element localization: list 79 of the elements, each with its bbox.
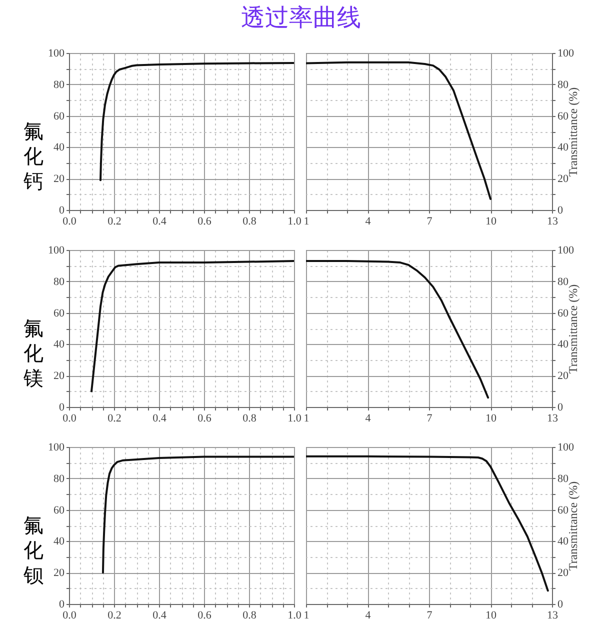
y-tick-label: 100 [48,442,65,454]
x-tick-label: 0.0 [62,412,77,424]
x-tick-label: 1 [304,412,310,424]
x-tick-label: 0.4 [152,610,167,622]
y2-tick-label: 100 [558,244,574,256]
x-tick-label: 13 [547,610,558,622]
x-tick-label: 7 [426,412,433,424]
y2-tick-label: 80 [558,78,569,91]
y-tick-label: 20 [54,173,65,186]
y-tick-label: 80 [54,472,65,485]
y-tick-label: 0 [59,204,65,216]
y-tick-label: 20 [54,567,65,580]
x-tick-label: 10 [486,610,497,622]
x-tick-label: 4 [365,216,372,228]
y2-tick-label: 20 [558,173,569,186]
y2-tick-label: 20 [558,567,569,580]
x-tick-label: 0.8 [242,412,257,424]
x-tick-label: 0.6 [198,216,212,228]
x-tick-label: 10 [486,216,497,228]
y2-tick-label: 40 [558,338,569,351]
x-tick-label: 7 [426,216,433,228]
y-tick-label: 80 [54,78,65,91]
x-tick-label: 1.0 [288,216,302,228]
y-tick-label: 100 [48,48,65,60]
y-tick-label: 40 [54,142,65,154]
y2-tick-label: 60 [558,307,569,320]
y2-tick-label: 80 [558,472,569,485]
x-tick-label: 0.6 [198,412,212,424]
x-tick-label: 0.8 [242,216,257,228]
chart-title: 透过率曲线 [240,4,361,32]
line-series [102,456,294,574]
y-tick-label: 0 [59,402,65,414]
y-tick-label: 100 [48,244,65,256]
y-tick-label: 60 [54,110,65,122]
line-series [306,61,492,200]
x-tick-label: 0.4 [152,216,167,228]
y2-tick-label: 40 [558,142,569,154]
x-tick-label: 0.0 [62,610,77,622]
x-tick-label: 10 [486,412,497,424]
y-axis-title: 氟化镁 [22,316,44,390]
x-tick-label: 0.2 [108,610,122,622]
y-axis-title: 氟化钙 [22,119,44,193]
y2-tick-label: 80 [558,276,569,288]
y-tick-label: 60 [54,307,65,320]
x-tick-label: 1.0 [288,610,302,622]
y2-tick-label: 0 [558,598,564,610]
x-tick-label: 0.4 [152,412,167,424]
y-axis-title: 氟化钡 [22,513,44,587]
y-tick-label: 40 [54,338,65,351]
y-tick-label: 60 [54,504,65,516]
x-tick-label: 1.0 [288,412,302,424]
x-tick-label: 13 [547,216,558,228]
x-tick-label: 0.0 [62,216,77,228]
y-tick-label: 40 [54,536,65,548]
y2-tick-label: 0 [558,204,564,216]
y-tick-label: 0 [59,598,65,610]
y2-tick-label: 60 [558,504,569,516]
x-tick-label: 0.2 [108,412,122,424]
x-tick-label: 13 [547,412,558,424]
y2-tick-label: 0 [558,402,564,414]
y2-tick-label: 100 [558,48,574,60]
x-tick-label: 1 [304,610,310,622]
line-series [306,455,549,592]
line-series [100,62,294,182]
x-tick-label: 0.8 [242,610,257,622]
x-tick-label: 4 [365,610,372,622]
y2-tick-label: 60 [558,110,569,122]
y2-tick-label: 100 [558,442,574,454]
y-tick-label: 80 [54,276,65,288]
line-series [90,260,294,392]
x-tick-label: 1 [304,216,310,228]
y2-tick-label: 40 [558,536,569,548]
x-tick-label: 0.6 [198,610,212,622]
x-tick-label: 7 [426,610,433,622]
y-tick-label: 20 [54,370,65,382]
line-series [306,260,490,399]
x-tick-label: 4 [365,412,372,424]
x-tick-label: 0.2 [108,216,122,228]
y2-tick-label: 20 [558,370,569,382]
